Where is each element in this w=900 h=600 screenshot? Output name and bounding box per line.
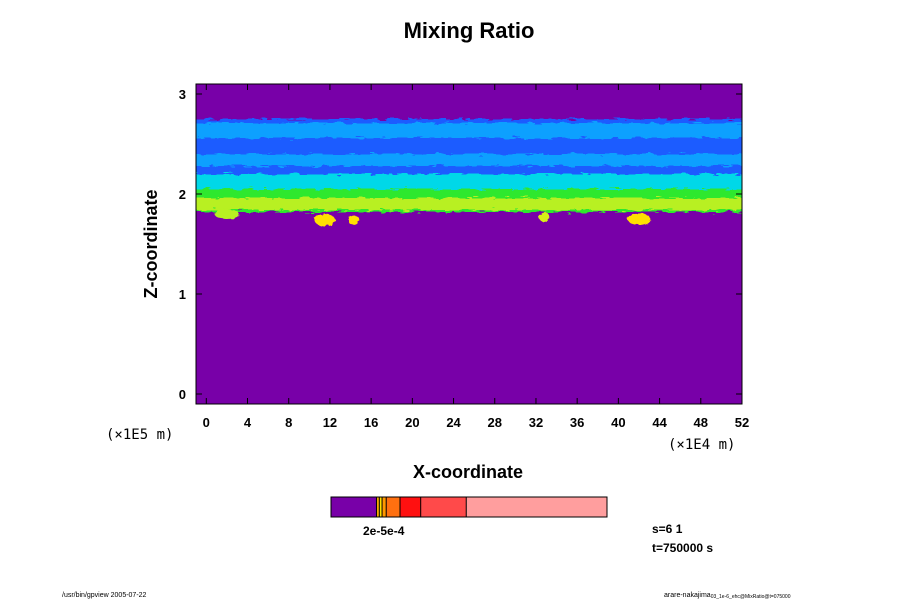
x-tick-label: 48 [694,415,708,430]
x-axis-ticks: 0 4 8 12 16 20 24 28 32 36 40 44 48 52 [203,84,749,430]
colorbar-segment [400,497,421,517]
x-tick-label: 40 [611,415,625,430]
colorbar-segment [379,497,383,517]
x-tick-label: 4 [244,415,252,430]
x-tick-label: 52 [735,415,749,430]
chart-title: Mixing Ratio [404,18,535,43]
colorbar-segment [386,497,400,517]
footer-right: arare-nakajima03_1e-6_ehc@MixRatio@t=075… [664,592,791,600]
contour-blob-4 [214,209,240,219]
y-tick-label: 1 [179,287,186,302]
x-tick-label: 0 [203,415,210,430]
contour-blob-1 [347,215,360,225]
colorbar-segment [466,497,607,517]
y-tick-label: 2 [179,187,186,202]
contour-layers [196,119,742,226]
x-tick-label: 16 [364,415,378,430]
s-label: s=6 1 [652,522,683,536]
colorbar-segment [382,497,387,517]
x-tick-label: 28 [488,415,502,430]
colorbar-label: 2e-5e-4 [363,524,405,538]
y-axis-label: Z-coordinate [141,189,161,298]
x-tick-label: 32 [529,415,543,430]
footer-right-main: arare-nakajima [664,592,711,599]
y-tick-label: 3 [179,87,186,102]
footer-left: /usr/bin/gpview 2005-07-22 [62,592,147,599]
contour-blob-3 [539,212,550,222]
colorbar-segment [376,497,380,517]
colorbar-frame [330,496,608,518]
y-tick-label: 0 [179,387,186,402]
x-tick-label: 8 [285,415,292,430]
colorbar-segment [420,497,467,517]
footer-right-sub: 03_1e-6_ehc@MixRatio@t=075000 [711,594,791,600]
x-scale-note: (×1E4 m) [668,437,735,453]
x-tick-label: 12 [323,415,337,430]
x-tick-label: 20 [405,415,419,430]
x-axis-label: X-coordinate [413,462,523,482]
colorbar-segment [331,497,377,517]
contour-blob-0 [314,214,336,226]
x-tick-label: 36 [570,415,584,430]
colorbar [331,497,607,517]
y-axis-ticks: 0 1 2 3 [179,87,742,402]
contour-band-light-blue [196,154,742,166]
x-tick-label: 24 [446,415,461,430]
contour-blob-2 [627,213,651,225]
contour-band-yellow-green [196,198,742,210]
t-label: t=750000 s [652,541,713,555]
y-scale-note: (×1E5 m) [106,427,173,443]
contour-band-upper-band [196,123,742,138]
plot-frame [195,83,743,405]
x-tick-label: 44 [652,415,667,430]
